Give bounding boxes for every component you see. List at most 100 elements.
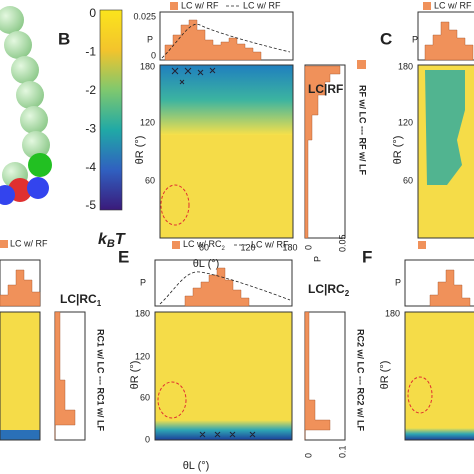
histogram (184, 267, 250, 307)
legend-swatch (418, 241, 426, 249)
contour (407, 376, 433, 414)
text: 2 (222, 246, 226, 252)
axis-label: P (140, 277, 146, 287)
tick-label: 180 (140, 61, 155, 71)
histogram (54, 311, 76, 440)
tick-label: 60 (199, 242, 209, 252)
text: k (98, 231, 108, 248)
plot-frame (417, 64, 474, 239)
side-label: LC|RC1 (60, 292, 102, 308)
tick-label: 120 (135, 351, 150, 361)
legend-swatch (423, 2, 431, 10)
x-axis-label: θL (°) (193, 258, 220, 270)
tick-label: 0.05 (337, 234, 347, 252)
tick-label: 120 (240, 242, 255, 252)
text: B (107, 238, 115, 250)
axis-label: P (147, 34, 153, 44)
panel-label: C (380, 29, 392, 48)
tick-label: 0 (145, 434, 150, 444)
text: T (115, 231, 126, 248)
axis-label: P (312, 256, 322, 262)
panel-label: E (118, 247, 129, 266)
tick-label: 0 (151, 50, 156, 60)
tick-label: 0.025 (133, 11, 156, 21)
text: LC|RC (308, 282, 345, 296)
tick-label: 60 (140, 392, 150, 402)
legend-entry: LC w/ RF (251, 239, 289, 249)
heatmap-band (0, 430, 40, 440)
fit-line (159, 271, 291, 305)
colorbar-tick-label: -3 (85, 121, 96, 135)
plot-frame (159, 64, 294, 239)
molecule (0, 6, 52, 205)
side-legend: RC2 w/ LC --- RC2 w/ LF (356, 329, 366, 431)
legend-swatch (172, 241, 180, 249)
contour (157, 381, 187, 419)
heatmap-band (160, 65, 293, 135)
side-label: LC|RF (308, 82, 343, 96)
tick-label: 120 (140, 117, 155, 127)
y-axis-label: θR (°) (392, 136, 404, 165)
x-axis-label: θL (°) (183, 460, 210, 472)
text: LC|RC (60, 292, 97, 306)
side-legend: RC1 w/ LC --- RC1 w/ LF (96, 329, 106, 431)
legend-entry: LC w/ RF (243, 0, 281, 10)
legend-swatch (0, 240, 8, 248)
tick-label: 0 (303, 453, 313, 458)
heatmap (155, 312, 292, 440)
colorbar-tick-label: -4 (85, 160, 96, 174)
y-axis-label: θR (°) (379, 361, 391, 390)
tick-label: 60 (145, 175, 155, 185)
tick-label: 60 (403, 175, 413, 185)
histogram (429, 269, 471, 307)
legend-swatch (170, 2, 178, 10)
panel-label: F (362, 247, 372, 266)
histogram (164, 19, 262, 61)
text: 2 (345, 289, 350, 298)
tick-label: 120 (398, 117, 413, 127)
plot-frame (0, 311, 41, 441)
side-legend: RF w/ LC --- RF w/ LF (358, 85, 368, 175)
colorbar-ticks: 0 -1 -2 -3 -4 -5 (85, 6, 96, 212)
y-axis-label: θR (°) (134, 136, 146, 165)
fit-line (161, 23, 291, 59)
histogram (304, 65, 341, 239)
legend-entry: LC w/ RF (10, 238, 48, 248)
axis-label: P (395, 277, 401, 287)
colorbar-tick-label: -2 (85, 83, 96, 97)
heatmap (0, 312, 40, 440)
y-axis-label: θR (°) (129, 361, 141, 390)
contour (160, 184, 190, 226)
colorbar-label: kBT (98, 231, 126, 250)
heatmap-band (405, 428, 474, 440)
colorbar-tick-label: -1 (85, 45, 96, 59)
colorbar (99, 9, 123, 211)
panel-label: B (58, 29, 70, 48)
tick-label: 180 (398, 61, 413, 71)
markers (199, 431, 256, 438)
axis-label: P (412, 34, 418, 44)
tick-label: 180 (282, 242, 297, 252)
tick-label: 180 (385, 308, 400, 318)
heatmap-region (425, 70, 465, 185)
text: 1 (97, 299, 102, 308)
tick-label: 0 (303, 245, 313, 250)
histogram (304, 311, 331, 440)
colorbar-tick-label: -5 (85, 198, 96, 212)
legend-entry: LC w/ RC2 (183, 239, 226, 251)
tick-label: 0.1 (337, 445, 347, 458)
plot-frame (154, 311, 293, 441)
colorbar-tick-label: 0 (89, 6, 96, 20)
histogram (0, 269, 41, 307)
legend-swatch (357, 60, 366, 69)
plot-frame (404, 311, 474, 441)
histogram (424, 21, 474, 61)
legend-entry: LC w/ RF (181, 0, 219, 10)
legend-entry: LC w/ RF (434, 0, 472, 10)
tick-label: 180 (135, 308, 150, 318)
markers (171, 67, 216, 85)
heatmap-band (155, 420, 292, 440)
heatmap (405, 312, 474, 440)
text: LC w/ RC (183, 239, 222, 249)
